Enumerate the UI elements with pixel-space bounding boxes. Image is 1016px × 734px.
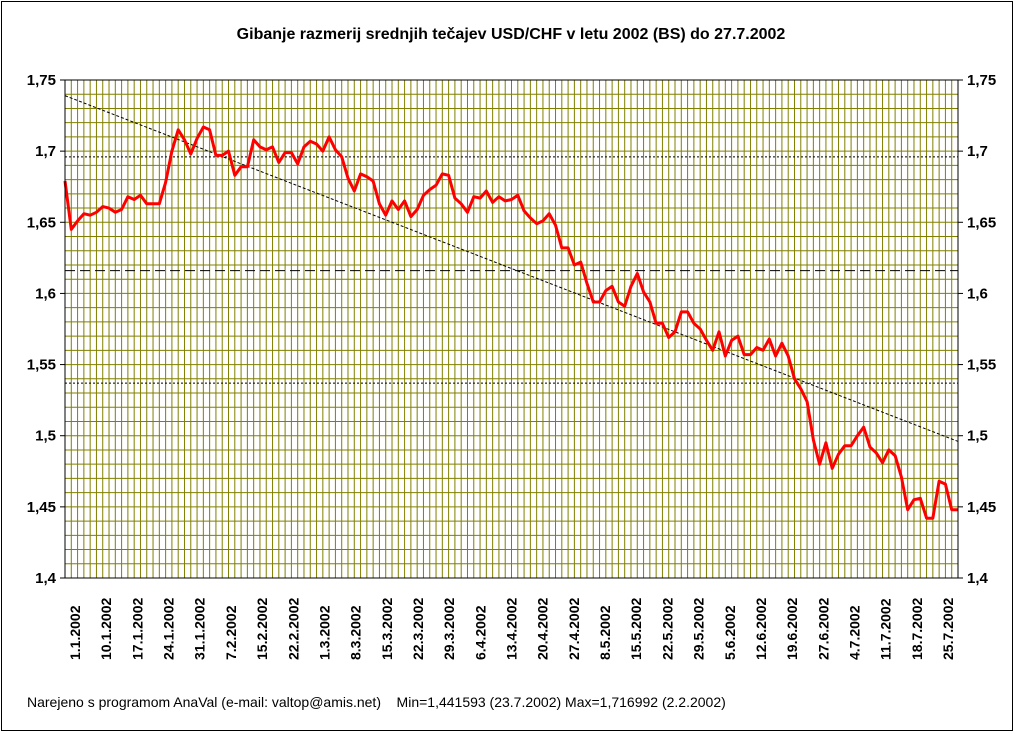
x-tick-label: 8.3.2002 xyxy=(348,605,364,660)
x-tick-label: 18.7.2002 xyxy=(909,598,925,660)
x-tick-label: 4.7.2002 xyxy=(847,605,863,660)
y-tick-label-left: 1,5 xyxy=(35,428,56,445)
chart-footer: Narejeno s programom AnaVal (e-mail: val… xyxy=(27,694,726,710)
x-tick-label: 29.5.2002 xyxy=(691,598,707,660)
y-tick-label-right: 1,65 xyxy=(967,214,996,231)
x-tick-label: 8.5.2002 xyxy=(597,605,613,660)
series-line-usd-chf xyxy=(63,125,958,520)
x-tick-label: 1.3.2002 xyxy=(316,605,332,660)
x-tick-label: 1.1.2002 xyxy=(67,605,83,660)
x-tick-label: 29.3.2002 xyxy=(441,598,457,660)
trend-line xyxy=(64,95,959,442)
y-tick-label-right: 1,5 xyxy=(967,428,988,445)
x-tick-label: 13.4.2002 xyxy=(504,598,520,660)
x-tick-label: 15.3.2002 xyxy=(379,598,395,660)
y-tick-label-left: 1,65 xyxy=(27,214,56,231)
y-tick-label-left: 1,75 xyxy=(27,72,56,89)
x-tick-label: 5.6.2002 xyxy=(722,605,738,660)
x-tick-label: 20.4.2002 xyxy=(535,598,551,660)
x-tick-label: 7.2.2002 xyxy=(223,605,239,660)
x-tick-label: 22.3.2002 xyxy=(410,598,426,660)
x-tick-label: 25.7.2002 xyxy=(940,598,956,660)
x-tick-label: 27.6.2002 xyxy=(815,598,831,660)
y-tick-label-left: 1,7 xyxy=(35,143,56,160)
x-tick-label: 24.1.2002 xyxy=(161,598,177,660)
x-tick-label: 19.6.2002 xyxy=(784,598,800,660)
y-tick-label-right: 1,45 xyxy=(967,499,996,516)
x-tick-label: 17.1.2002 xyxy=(129,598,145,660)
x-tick-label: 22.5.2002 xyxy=(659,598,675,660)
y-tick-label-left: 1,6 xyxy=(35,285,56,302)
y-tick-label-right: 1,55 xyxy=(967,357,996,374)
x-tick-label: 6.4.2002 xyxy=(472,605,488,660)
x-tick-label: 15.5.2002 xyxy=(628,598,644,660)
x-tick-label: 11.7.2002 xyxy=(878,598,894,660)
x-tick-label: 12.6.2002 xyxy=(753,598,769,660)
y-tick-label-left: 1,55 xyxy=(27,357,56,374)
y-tick-label-right: 1,6 xyxy=(967,285,988,302)
x-tick-label: 27.4.2002 xyxy=(566,598,582,660)
y-tick-label-right: 1,75 xyxy=(967,72,996,89)
y-tick-label-left: 1,45 xyxy=(27,499,56,516)
x-tick-label: 22.2.2002 xyxy=(285,598,301,660)
y-tick-label-left: 1,4 xyxy=(35,570,57,587)
y-tick-label-right: 1,7 xyxy=(967,143,988,160)
x-tick-label: 10.1.2002 xyxy=(98,598,114,660)
x-tick-label: 31.1.2002 xyxy=(192,598,208,660)
y-tick-label-right: 1,4 xyxy=(967,570,989,587)
plot-border xyxy=(64,79,959,579)
x-tick-label: 15.2.2002 xyxy=(254,598,270,660)
plot-area: 1,75 1,75 1,7 1,7 1,65 1,65 1,6 1,6 1,55 1,55 1,5 1… xyxy=(27,72,996,660)
chart-title: Gibanje razmerij srednjih tečajev USD/CH… xyxy=(237,26,786,43)
